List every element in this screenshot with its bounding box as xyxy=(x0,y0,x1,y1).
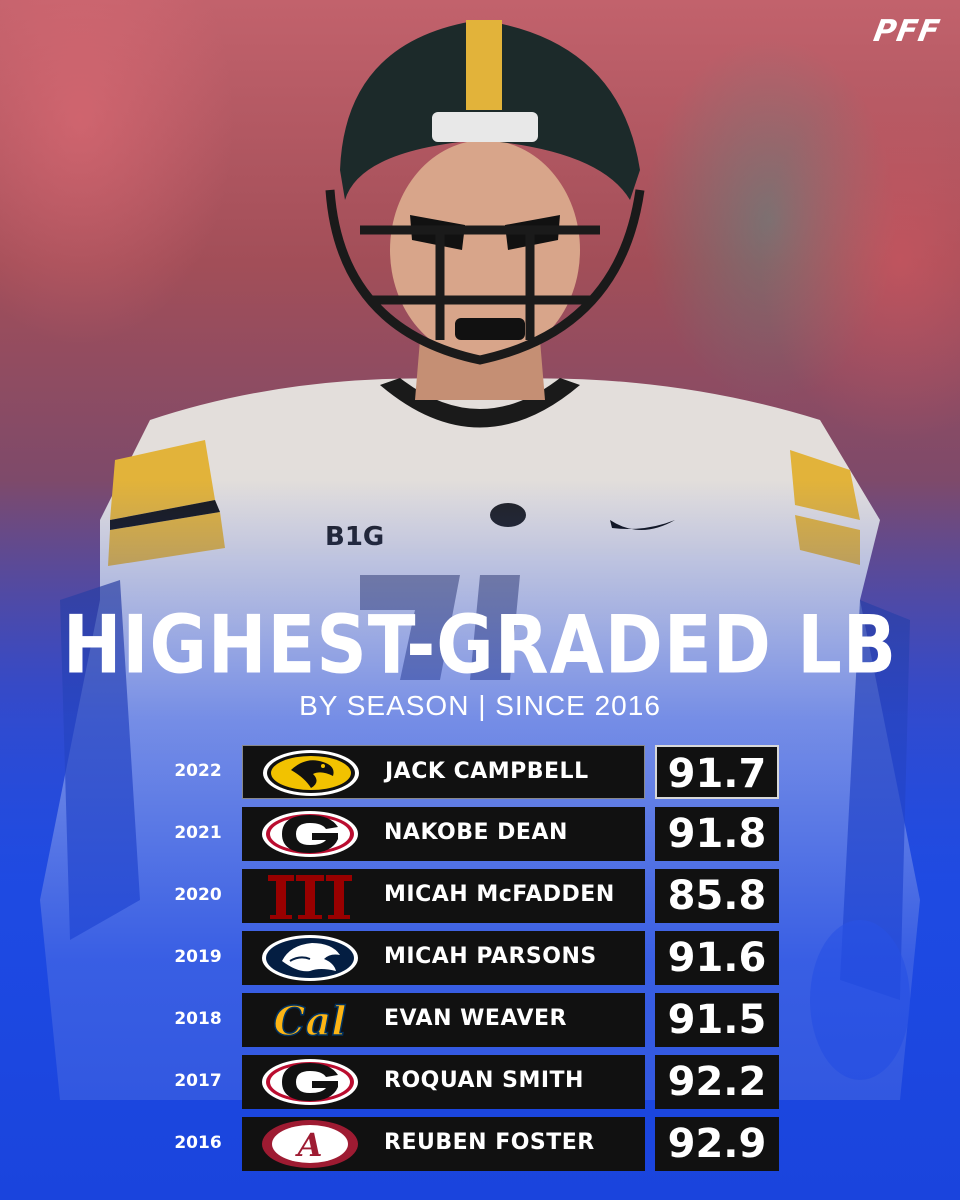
player-name-box: NAKOBE DEAN xyxy=(242,807,645,861)
cal-script-icon: Cal xyxy=(273,997,347,1045)
penn-state-lion-icon xyxy=(262,935,358,981)
season-year: 2022 xyxy=(174,761,222,781)
player-grade: 92.2 xyxy=(655,1055,779,1109)
player-name: JACK CAMPBELL xyxy=(385,759,589,784)
page-title: HIGHEST-GRADED LB xyxy=(62,597,898,693)
indiana-iu-icon xyxy=(268,875,352,919)
player-name: MICAH McFADDEN xyxy=(384,882,615,907)
season-year: 2020 xyxy=(174,885,222,905)
player-grade: 91.8 xyxy=(655,807,779,861)
player-name: NAKOBE DEAN xyxy=(384,820,568,845)
list-item: 2021 NAKOBE DEAN 91.8 xyxy=(0,807,960,863)
player-name-box: MICAH PARSONS xyxy=(242,931,645,985)
season-year: 2018 xyxy=(174,1009,222,1029)
season-year: 2021 xyxy=(174,823,222,843)
season-year: 2016 xyxy=(174,1133,222,1153)
player-name: REUBEN FOSTER xyxy=(384,1130,595,1155)
player-name-box: JACK CAMPBELL xyxy=(242,745,645,799)
player-name-box: MICAH McFADDEN xyxy=(242,869,645,923)
list-item: 2017 ROQUAN SMITH 92.2 xyxy=(0,1055,960,1111)
player-name-box: Cal EVAN WEAVER xyxy=(242,993,645,1047)
list-item: 2019 MICAH PARSONS 91.6 xyxy=(0,931,960,987)
georgia-g-icon xyxy=(262,811,358,857)
player-name-box: ROQUAN SMITH xyxy=(242,1055,645,1109)
pff-logo: PFF xyxy=(870,14,944,49)
player-grade: 91.5 xyxy=(655,993,779,1047)
svg-text:A: A xyxy=(295,1126,323,1164)
player-name-box: A REUBEN FOSTER xyxy=(242,1117,645,1171)
season-year: 2019 xyxy=(174,947,222,967)
iowa-hawkeye-icon xyxy=(263,750,359,796)
player-name: MICAH PARSONS xyxy=(384,944,597,969)
player-grade: 91.6 xyxy=(655,931,779,985)
svg-text:Cal: Cal xyxy=(274,998,347,1045)
player-grade: 91.7 xyxy=(655,745,779,799)
alabama-script-a-icon: A xyxy=(262,1120,358,1168)
list-item: 2022 JACK CAMPBELL 91.7 xyxy=(0,745,960,801)
georgia-g-icon xyxy=(262,1059,358,1105)
list-item: 2018 Cal EVAN WEAVER 91.5 xyxy=(0,993,960,1049)
list-item: 2016 A REUBEN FOSTER 92.9 xyxy=(0,1117,960,1173)
player-name: EVAN WEAVER xyxy=(384,1006,567,1031)
list-item: 2020 MICAH McFADDEN 85.8 xyxy=(0,869,960,925)
player-grade: 92.9 xyxy=(655,1117,779,1171)
player-name: ROQUAN SMITH xyxy=(384,1068,584,1093)
season-year: 2017 xyxy=(174,1071,222,1091)
player-grade: 85.8 xyxy=(655,869,779,923)
page-subtitle: BY SEASON | SINCE 2016 xyxy=(299,690,661,721)
